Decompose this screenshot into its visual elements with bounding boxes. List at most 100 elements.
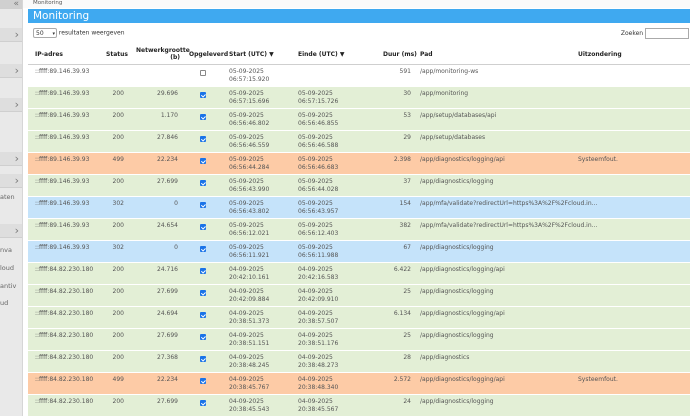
- cell-duration: 24: [403, 398, 411, 405]
- end-time: 20:38:51.176: [298, 340, 339, 347]
- saved-checkbox[interactable]: [200, 180, 206, 186]
- table-row[interactable]: ::ffff:89.146.39.93 499 22.234 05-09-2025 06…: [28, 153, 690, 175]
- cell-end: 04-09-2025 20:38:57.507: [298, 310, 338, 326]
- col-path[interactable]: Pad: [420, 51, 433, 58]
- sidebar-expand-3-icon[interactable]: ›: [0, 98, 22, 112]
- end-date: 04-09-2025: [298, 332, 333, 339]
- cell-ip: ::ffff:89.146.39.93: [35, 178, 90, 185]
- table-row[interactable]: ::ffff:89.146.39.93 200 29.696 05-09-2025 06…: [28, 87, 690, 109]
- table-row[interactable]: ::ffff:84.82.230.180 200 27.699 04-09-2025 2…: [28, 395, 690, 417]
- saved-checkbox[interactable]: [200, 114, 206, 120]
- cell-size: 22.234: [157, 376, 178, 383]
- saved-checkbox[interactable]: [200, 92, 206, 98]
- table-row[interactable]: ::ffff:84.82.230.180 200 24.716 04-09-2025 2…: [28, 263, 690, 285]
- saved-checkbox[interactable]: [200, 202, 206, 208]
- sidebar-item-fragment[interactable]: loud: [0, 264, 15, 272]
- table-row[interactable]: ::ffff:89.146.39.93 05-09-2025 06:57:15.92…: [28, 65, 690, 87]
- table-row[interactable]: ::ffff:89.146.39.93 200 24.654 05-09-2025 06…: [28, 219, 690, 241]
- cell-start: 04-09-2025 20:42:10.161: [229, 266, 269, 282]
- cell-ip: ::ffff:89.146.39.93: [35, 112, 90, 119]
- saved-checkbox[interactable]: [200, 356, 206, 362]
- saved-checkbox[interactable]: [200, 268, 206, 274]
- table-row[interactable]: ::ffff:89.146.39.93 302 0 05-09-2025 06:56:4…: [28, 197, 690, 219]
- cell-path: /app/mfa/validate?redirectUrl=https%3A%2…: [420, 222, 598, 229]
- col-end[interactable]: Einde (UTC) ▼: [298, 51, 345, 58]
- cell-path: /app/diagnostics: [420, 354, 470, 361]
- end-time: 06:56:46.588: [298, 142, 339, 149]
- saved-checkbox[interactable]: [200, 246, 206, 252]
- cell-path: /app/diagnostics/logging: [420, 244, 494, 251]
- col-netsize[interactable]: Netwerkgrootte (b): [136, 47, 190, 61]
- col-duration[interactable]: Duur (ms): [383, 51, 417, 58]
- sidebar-expand-4-icon[interactable]: ›: [0, 152, 22, 166]
- cell-duration: 6.422: [393, 266, 411, 273]
- table-row[interactable]: ::ffff:84.82.230.180 499 22.234 04-09-2025 2…: [28, 373, 690, 395]
- table-row[interactable]: ::ffff:84.82.230.180 200 27.699 04-09-2025 2…: [28, 285, 690, 307]
- sidebar-item-fragment[interactable]: ud: [0, 299, 9, 307]
- col-saved[interactable]: Opgeleverd: [189, 51, 229, 58]
- start-date: 05-09-2025: [229, 90, 264, 97]
- saved-checkbox[interactable]: [200, 312, 206, 318]
- table-row[interactable]: ::ffff:89.146.39.93 200 27.699 05-09-2025 06…: [28, 175, 690, 197]
- saved-checkbox[interactable]: [200, 136, 206, 142]
- table-row[interactable]: ::ffff:89.146.39.93 302 0 05-09-2025 06:56:1…: [28, 241, 690, 263]
- saved-checkbox[interactable]: [200, 378, 206, 384]
- col-status[interactable]: Status: [106, 51, 128, 58]
- sidebar-item-fragment[interactable]: antiv: [0, 282, 17, 290]
- cell-ip: ::ffff:84.82.230.180: [35, 354, 94, 361]
- cell-end: 05-09-2025 06:56:12.403: [298, 222, 338, 238]
- col-start[interactable]: Start (UTC) ▼: [229, 51, 274, 58]
- cell-start: 05-09-2025 06:56:43.802: [229, 200, 269, 216]
- end-date: 05-09-2025: [298, 112, 333, 119]
- search-input[interactable]: [645, 28, 689, 39]
- sidebar-expand-2-icon[interactable]: ›: [0, 64, 22, 78]
- sidebar-item-fragment[interactable]: aten: [0, 193, 15, 201]
- sidebar-expand-1-icon[interactable]: ›: [0, 28, 22, 42]
- sidebar-item-fragment[interactable]: nva: [0, 246, 12, 254]
- saved-checkbox[interactable]: [200, 400, 206, 406]
- collapse-sidebar-icon[interactable]: «: [0, 0, 22, 9]
- saved-checkbox[interactable]: [200, 70, 206, 76]
- cell-start: 05-09-2025 06:56:46.802: [229, 112, 269, 128]
- cell-end: 05-09-2025 06:56:43.957: [298, 200, 338, 216]
- sidebar-expand-6-icon[interactable]: ›: [0, 224, 22, 238]
- start-date: 04-09-2025: [229, 310, 264, 317]
- cell-size: 29.696: [157, 90, 178, 97]
- end-date: 05-09-2025: [298, 134, 333, 141]
- cell-path: /app/diagnostics/logging/api: [420, 310, 505, 317]
- col-exception[interactable]: Uitzondering: [578, 51, 622, 58]
- start-date: 05-09-2025: [229, 200, 264, 207]
- breadcrumb[interactable]: Monitoring: [33, 0, 63, 6]
- end-date: 04-09-2025: [298, 266, 333, 273]
- search-label: Zoeken: [620, 30, 644, 37]
- cell-end: 04-09-2025 20:38:45.567: [298, 398, 338, 414]
- start-date: 05-09-2025: [229, 178, 264, 185]
- page-size-select[interactable]: 50 ▾: [33, 28, 57, 38]
- sidebar-expand-5-icon[interactable]: ›: [0, 174, 22, 188]
- start-time: 06:57:15.696: [229, 98, 270, 105]
- page-header: Monitoring: [28, 9, 690, 23]
- table-row[interactable]: ::ffff:89.146.39.93 200 1.170 05-09-2025 06:…: [28, 109, 690, 131]
- saved-checkbox[interactable]: [200, 158, 206, 164]
- cell-status: 499: [112, 376, 124, 383]
- saved-checkbox[interactable]: [200, 290, 206, 296]
- cell-path: /app/setup/databases/api: [420, 112, 497, 119]
- table-row[interactable]: ::ffff:84.82.230.180 200 24.694 04-09-2025 2…: [28, 307, 690, 329]
- cell-end: 05-09-2025 06:56:46.855: [298, 112, 338, 128]
- saved-checkbox[interactable]: [200, 224, 206, 230]
- col-ip[interactable]: IP-adres: [35, 51, 63, 58]
- end-date: 04-09-2025: [298, 398, 333, 405]
- table-row[interactable]: ::ffff:84.82.230.180 200 27.699 04-09-2025 2…: [28, 329, 690, 351]
- cell-ip: ::ffff:89.146.39.93: [35, 156, 90, 163]
- saved-checkbox[interactable]: [200, 334, 206, 340]
- cell-size: 24.716: [157, 266, 178, 273]
- table-row[interactable]: ::ffff:84.82.230.180 200 27.368 04-09-2025 2…: [28, 351, 690, 373]
- table-row[interactable]: ::ffff:89.146.39.93 200 27.846 05-09-2025 06…: [28, 131, 690, 153]
- cell-duration: 2.398: [393, 156, 411, 163]
- cell-ip: ::ffff:84.82.230.180: [35, 288, 94, 295]
- cell-end: 04-09-2025 20:42:09.910: [298, 288, 338, 304]
- start-date: 04-09-2025: [229, 288, 264, 295]
- cell-status: 302: [112, 244, 124, 251]
- cell-end: 05-09-2025 06:56:46.683: [298, 156, 338, 172]
- end-date: 05-09-2025: [298, 156, 333, 163]
